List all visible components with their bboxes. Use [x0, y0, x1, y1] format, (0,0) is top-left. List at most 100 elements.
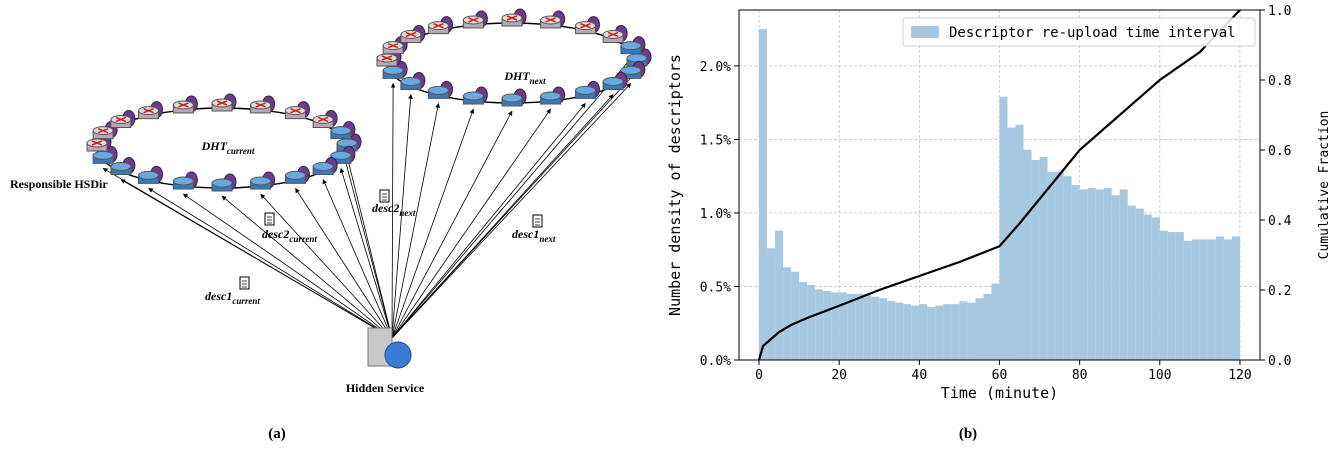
y2-tick-label: 0.4: [1268, 214, 1292, 229]
router-top: [312, 162, 334, 172]
label: DHT: [201, 139, 228, 153]
plot-frame: [738, 9, 1261, 361]
router-top: [110, 162, 132, 172]
arrow: [391, 102, 441, 339]
router-top: [540, 91, 562, 101]
arrow: [345, 155, 393, 339]
bar: [1119, 189, 1128, 360]
doc-lines: [382, 193, 387, 201]
bar: [951, 304, 960, 360]
label: desc2: [372, 201, 399, 215]
bar: [815, 289, 824, 360]
desc-label: desc2current: [262, 227, 317, 244]
x-tick-label: 120: [1228, 368, 1251, 383]
bar: [1087, 187, 1096, 360]
label: DHT: [503, 69, 530, 83]
bar: [1183, 240, 1192, 360]
legend-label: Descriptor re-upload time interval: [949, 25, 1236, 41]
label-sub: next: [399, 208, 416, 218]
desc-label: desc1next: [512, 227, 556, 244]
cross: [216, 100, 228, 106]
x-tick-label: 60: [992, 368, 1008, 383]
cross: [387, 42, 399, 49]
arrow: [391, 108, 475, 339]
router-top: [574, 85, 596, 95]
desc-label: desc1current: [205, 289, 260, 306]
y-tick-label: 2.0%: [700, 60, 731, 75]
doc-lines: [242, 280, 247, 288]
bar: [1175, 232, 1184, 360]
bar: [887, 301, 896, 360]
bar: [1095, 189, 1104, 360]
bar: [783, 267, 792, 360]
bar: [1199, 239, 1208, 360]
router-top: [620, 65, 642, 75]
x-tick-label: 0: [755, 368, 763, 383]
label-sub: current: [227, 146, 255, 156]
router-top: [330, 126, 352, 136]
bar: [1039, 157, 1048, 360]
arrow: [391, 108, 551, 339]
y-tick-label: 0.5%: [700, 280, 731, 295]
cross: [255, 102, 266, 108]
bar: [855, 293, 864, 360]
router-top: [138, 170, 160, 180]
arrow: [390, 82, 396, 339]
doc-icon: [532, 214, 543, 228]
bar: [823, 290, 832, 360]
router-top: [462, 91, 484, 101]
bar: [1007, 127, 1016, 360]
caption: (a): [268, 426, 286, 442]
desc-label: desc2next: [372, 201, 416, 218]
y-axis-label: Number density of descriptors: [666, 54, 684, 316]
y2-axis-label: Cumulative Fraction: [1317, 111, 1332, 260]
arrow: [391, 58, 632, 339]
cross: [290, 107, 301, 114]
cross: [91, 140, 103, 146]
bar: [1111, 195, 1120, 360]
bar: [1063, 176, 1072, 360]
bar: [919, 304, 928, 360]
router-top: [211, 178, 233, 188]
bar: [1223, 239, 1232, 360]
label: desc2: [262, 227, 289, 241]
arrow: [322, 179, 393, 339]
arrow: [339, 167, 393, 339]
bar: [839, 292, 848, 360]
bar: [895, 302, 904, 360]
y-tick-label: 0.0%: [700, 354, 731, 369]
bar: [975, 298, 984, 360]
cross: [506, 15, 518, 21]
arrow: [102, 168, 393, 339]
y2-tick-label: 0.2: [1268, 284, 1291, 299]
bar: [1103, 187, 1112, 360]
bar: [943, 304, 952, 360]
doc-icon: [379, 189, 390, 203]
bar: [1015, 124, 1024, 361]
arrow: [391, 110, 513, 339]
router-top: [330, 150, 352, 160]
cross: [115, 116, 127, 123]
bar: [1207, 239, 1216, 360]
router-top: [336, 138, 358, 148]
router-top: [172, 176, 194, 186]
bar: [903, 304, 912, 360]
chart: 0 20 40 60 80 100 120 0.0% 0.5% 1.0% 1.5% 2.0% 0.0 0.…: [666, 4, 1332, 402]
caption: (b): [959, 426, 977, 442]
bar: [1191, 239, 1200, 360]
bar: [1023, 149, 1032, 360]
bar: [807, 285, 816, 360]
arrow: [339, 143, 393, 339]
bar: [1079, 189, 1088, 360]
bar: [911, 305, 920, 360]
bar: [799, 282, 808, 360]
cross: [143, 107, 154, 114]
bar: [1215, 236, 1224, 360]
bar: [927, 307, 936, 360]
arrow: [391, 83, 632, 339]
bar: [1143, 214, 1152, 360]
x-tick-label: 100: [1148, 368, 1171, 383]
bar: [1231, 236, 1240, 360]
bar: [791, 271, 800, 360]
